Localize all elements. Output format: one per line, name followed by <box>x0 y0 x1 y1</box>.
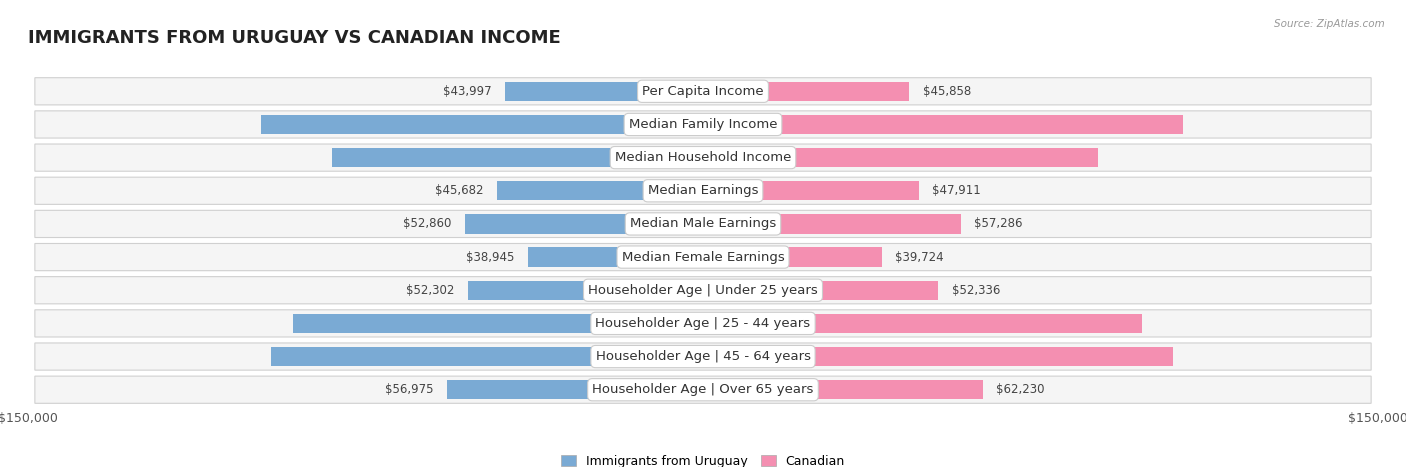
Bar <box>703 148 1098 167</box>
Text: $91,171: $91,171 <box>636 317 689 330</box>
Bar <box>703 82 910 101</box>
Text: Householder Age | 45 - 64 years: Householder Age | 45 - 64 years <box>596 350 810 363</box>
Bar <box>465 214 703 234</box>
Text: $104,560: $104,560 <box>717 350 779 363</box>
Legend: Immigrants from Uruguay, Canadian: Immigrants from Uruguay, Canadian <box>557 450 849 467</box>
Text: $82,560: $82,560 <box>636 151 689 164</box>
FancyBboxPatch shape <box>35 376 1371 403</box>
Text: $47,911: $47,911 <box>932 184 981 197</box>
Text: Source: ZipAtlas.com: Source: ZipAtlas.com <box>1274 19 1385 28</box>
Bar <box>271 347 703 366</box>
Bar <box>703 248 882 267</box>
Text: $97,625: $97,625 <box>717 317 770 330</box>
Bar <box>447 380 703 399</box>
Bar <box>468 281 703 300</box>
Bar <box>262 115 703 134</box>
Text: $98,205: $98,205 <box>636 118 689 131</box>
Text: $96,086: $96,086 <box>636 350 689 363</box>
Text: Median Male Earnings: Median Male Earnings <box>630 218 776 230</box>
Text: Per Capita Income: Per Capita Income <box>643 85 763 98</box>
Bar <box>292 314 703 333</box>
Text: $106,597: $106,597 <box>717 118 779 131</box>
Text: Median Female Earnings: Median Female Earnings <box>621 251 785 263</box>
Bar <box>703 347 1174 366</box>
FancyBboxPatch shape <box>35 243 1371 271</box>
Bar <box>703 281 938 300</box>
FancyBboxPatch shape <box>35 343 1371 370</box>
Bar <box>703 115 1182 134</box>
Bar <box>703 181 918 200</box>
Bar <box>332 148 703 167</box>
FancyBboxPatch shape <box>35 310 1371 337</box>
Text: $45,858: $45,858 <box>922 85 972 98</box>
Text: $45,682: $45,682 <box>436 184 484 197</box>
Text: $43,997: $43,997 <box>443 85 492 98</box>
Text: Median Household Income: Median Household Income <box>614 151 792 164</box>
FancyBboxPatch shape <box>35 78 1371 105</box>
Text: $38,945: $38,945 <box>465 251 515 263</box>
Text: $52,860: $52,860 <box>404 218 451 230</box>
Text: $56,975: $56,975 <box>385 383 433 396</box>
Bar <box>703 214 960 234</box>
Text: Median Earnings: Median Earnings <box>648 184 758 197</box>
Text: $52,336: $52,336 <box>952 284 1000 297</box>
Bar <box>703 380 983 399</box>
Text: Median Family Income: Median Family Income <box>628 118 778 131</box>
Text: $39,724: $39,724 <box>896 251 943 263</box>
Text: Householder Age | Over 65 years: Householder Age | Over 65 years <box>592 383 814 396</box>
FancyBboxPatch shape <box>35 144 1371 171</box>
Bar <box>527 248 703 267</box>
Text: Householder Age | Under 25 years: Householder Age | Under 25 years <box>588 284 818 297</box>
Bar <box>505 82 703 101</box>
Text: $52,302: $52,302 <box>406 284 454 297</box>
Text: $87,769: $87,769 <box>717 151 770 164</box>
Bar <box>498 181 703 200</box>
Bar <box>703 314 1142 333</box>
FancyBboxPatch shape <box>35 111 1371 138</box>
Text: $62,230: $62,230 <box>997 383 1045 396</box>
FancyBboxPatch shape <box>35 276 1371 304</box>
Text: IMMIGRANTS FROM URUGUAY VS CANADIAN INCOME: IMMIGRANTS FROM URUGUAY VS CANADIAN INCO… <box>28 28 561 47</box>
Text: Householder Age | 25 - 44 years: Householder Age | 25 - 44 years <box>595 317 811 330</box>
FancyBboxPatch shape <box>35 210 1371 238</box>
FancyBboxPatch shape <box>35 177 1371 205</box>
Text: $57,286: $57,286 <box>974 218 1022 230</box>
